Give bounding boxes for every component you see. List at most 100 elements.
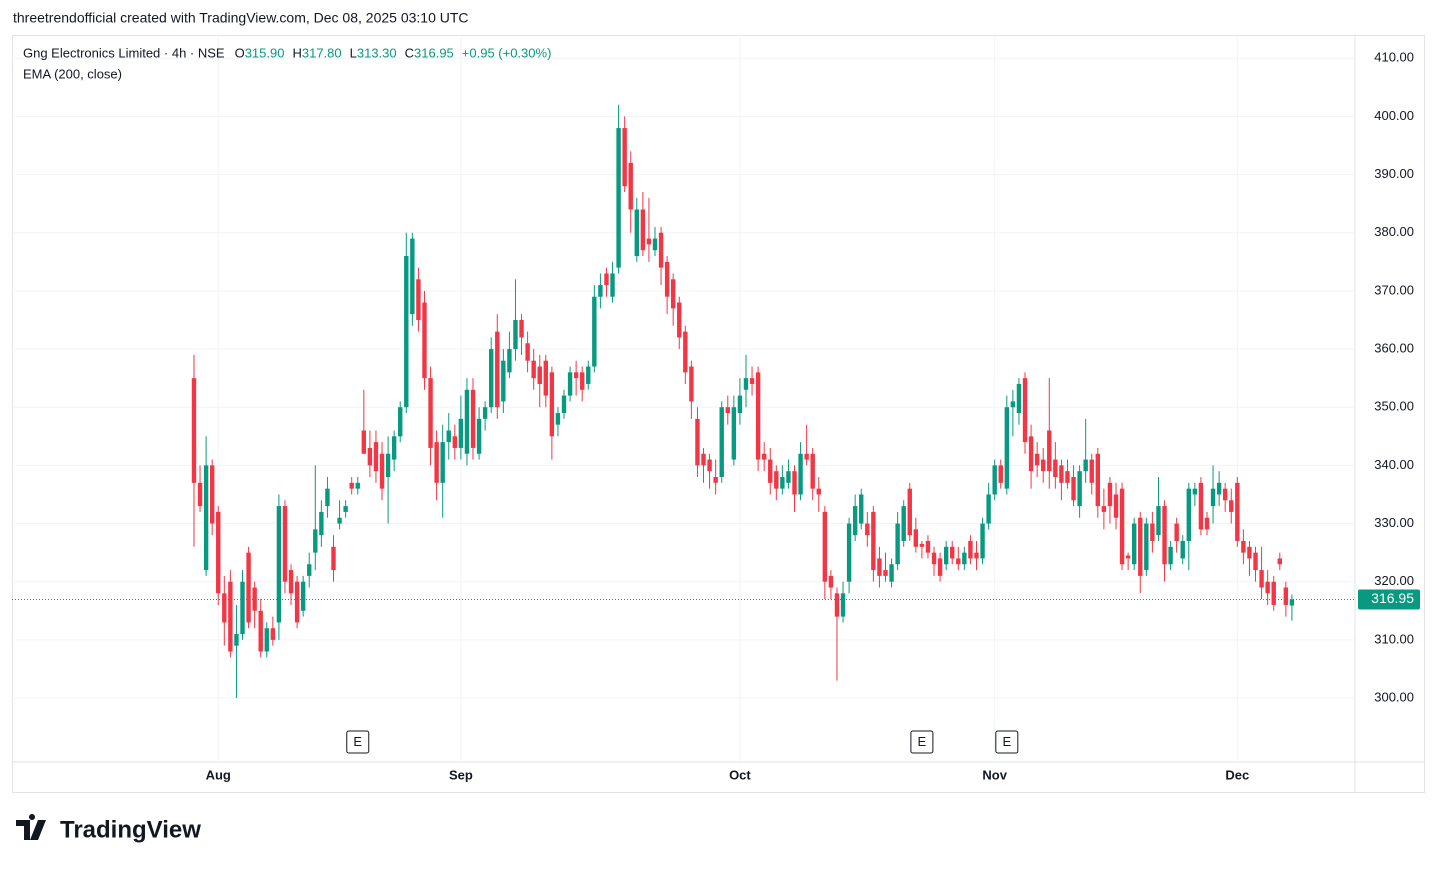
candle-body	[331, 546, 336, 571]
candle-body	[252, 587, 257, 611]
candle-body	[610, 273, 615, 297]
candle-body	[1271, 581, 1276, 605]
ohlc-label: H	[292, 45, 301, 60]
candle-body	[282, 506, 288, 582]
candle-body	[974, 552, 979, 559]
event-label: E	[918, 734, 927, 749]
candle-body	[774, 471, 779, 489]
candles	[191, 104, 1295, 699]
candle-body	[1259, 570, 1264, 588]
ohlc-value: 313.30	[357, 45, 397, 60]
candle-body	[913, 529, 919, 547]
last-price-label: 316.95	[1371, 590, 1414, 606]
candle-body	[1071, 477, 1076, 501]
x-tick-label: Nov	[982, 767, 1007, 782]
ohlc-value: 317.80	[302, 45, 342, 60]
candle-body	[1028, 436, 1034, 472]
candle-body	[658, 232, 664, 268]
candle-body	[828, 575, 834, 588]
candle-body	[307, 564, 312, 576]
logo-mark	[16, 814, 46, 840]
candle-body	[1174, 523, 1179, 541]
candle-body	[410, 238, 415, 315]
candle-body	[1289, 599, 1295, 606]
candle-body	[1083, 459, 1088, 472]
candle-body	[434, 442, 439, 483]
candle-body	[1053, 459, 1058, 478]
candle-body	[962, 552, 967, 565]
candle-body	[707, 459, 712, 472]
candle-body	[622, 128, 627, 187]
candle-body	[731, 407, 737, 460]
candle-body	[470, 389, 476, 448]
candle-body	[1034, 453, 1040, 466]
candle-body	[398, 407, 403, 437]
candle-body	[846, 523, 852, 582]
candle-body	[968, 540, 973, 559]
candle-body	[209, 465, 215, 524]
candle-body	[1101, 506, 1107, 512]
grid	[12, 35, 1355, 762]
logo: TradingView	[16, 814, 201, 843]
candle-body	[222, 593, 227, 623]
candle-body	[495, 331, 500, 408]
candle-body	[683, 331, 688, 373]
logo-text: TradingView	[60, 816, 201, 843]
x-tick-label: Oct	[729, 767, 751, 782]
y-tick-label: 360.00	[1374, 341, 1414, 356]
candle-body	[701, 453, 706, 466]
candle-body	[203, 465, 209, 571]
candle-body	[337, 517, 342, 524]
candle-body	[768, 459, 773, 483]
candle-body	[458, 418, 464, 448]
candle-body	[294, 581, 300, 623]
candle-body	[197, 482, 203, 507]
candle-body	[1247, 546, 1252, 559]
candle-body	[1089, 459, 1094, 483]
event-marker	[995, 730, 1019, 754]
last-price-box	[1358, 589, 1420, 610]
candle-body	[579, 372, 585, 390]
candle-body	[586, 366, 591, 384]
candle-body	[816, 488, 821, 495]
y-tick-label: 400.00	[1374, 108, 1414, 123]
candle-body	[1216, 482, 1222, 495]
legend-title: Gng Electronics Limited · 4h · NSE	[23, 45, 225, 60]
candle-body	[1168, 546, 1173, 565]
candle-body	[288, 570, 294, 594]
candle-body	[1113, 494, 1119, 518]
candle-body	[452, 436, 458, 448]
candle-body	[373, 442, 379, 472]
candle-body	[240, 581, 245, 635]
indicator: EMA (200, close)	[23, 66, 122, 81]
candle-body	[428, 378, 433, 448]
candle-body	[883, 570, 888, 576]
candle-body	[367, 447, 373, 466]
candle-body	[931, 552, 937, 565]
candle-body	[543, 360, 549, 396]
candle-body	[725, 407, 730, 414]
candle-body	[191, 378, 197, 483]
candle-body	[604, 273, 609, 286]
candle-body	[919, 543, 925, 547]
candle-body	[907, 488, 912, 536]
candle-body	[567, 372, 573, 396]
candle-body	[416, 279, 421, 320]
candle-body	[1222, 488, 1228, 501]
candle-body	[313, 529, 318, 553]
y-tick-label: 300.00	[1374, 689, 1414, 704]
candle-body	[446, 430, 451, 443]
y-tick-label: 380.00	[1374, 224, 1414, 239]
candle-body	[489, 349, 494, 408]
candle-body	[501, 360, 506, 402]
y-tick-label: 330.00	[1374, 515, 1414, 530]
candle-body	[422, 302, 427, 379]
candle-body	[761, 453, 767, 460]
candle-body	[1162, 506, 1167, 565]
candle-body	[877, 558, 882, 576]
candle-body	[628, 162, 633, 210]
candle-body	[980, 523, 985, 559]
event-label: E	[1002, 734, 1011, 749]
candle-body	[1283, 587, 1289, 605]
candle-body	[1180, 540, 1185, 559]
